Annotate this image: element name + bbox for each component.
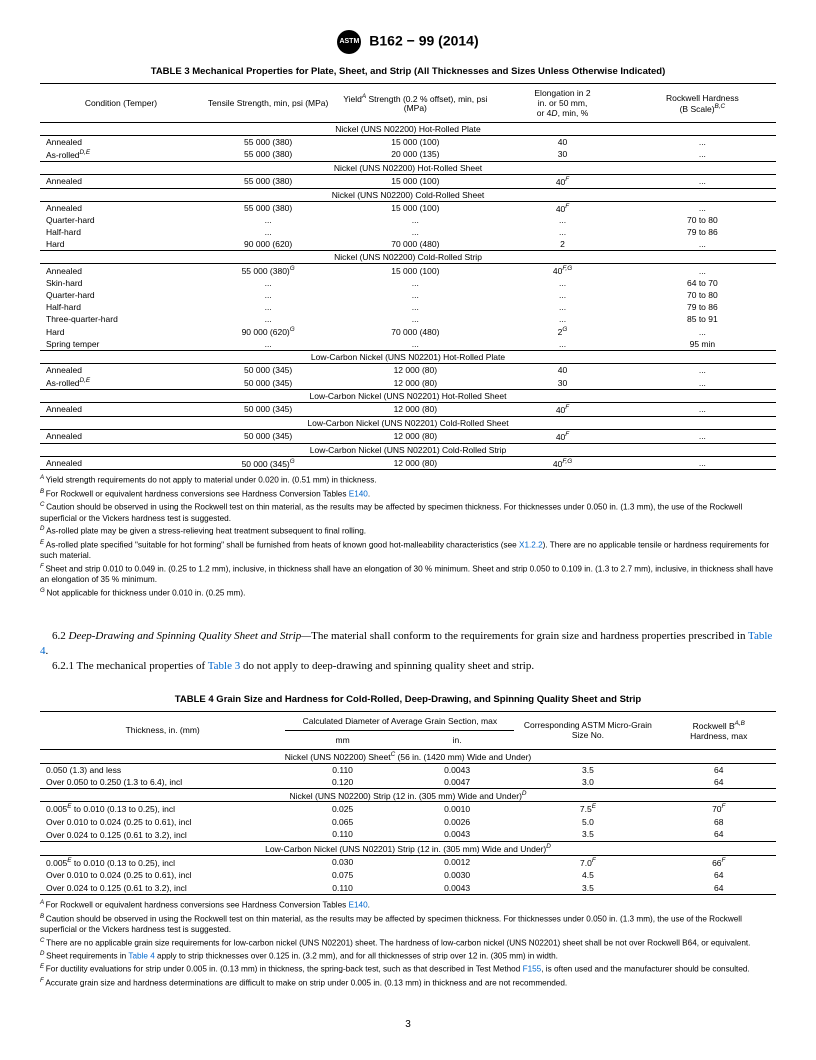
- table-row: Over 0.024 to 0.125 (0.61 to 3.2), incl0…: [40, 881, 776, 894]
- table-row: Annealed50 000 (345)12 000 (80)40F...: [40, 429, 776, 443]
- t4-col4: Rockwell BA,B Hardness, max: [662, 711, 777, 749]
- t4-col3: Corresponding ASTM Micro-Grain Size No.: [514, 711, 661, 749]
- table3: Condition (Temper) Tensile Strength, min…: [40, 83, 776, 470]
- table-row: 0.005E to 0.010 (0.13 to 0.25), incl0.02…: [40, 802, 776, 815]
- table-row: Annealed55 000 (380)15 000 (100)40F...: [40, 174, 776, 188]
- table-row: As-rolledD,E50 000 (345)12 000 (80)30...: [40, 376, 776, 389]
- t4-col2b: in.: [400, 730, 514, 749]
- t3-section-label: Nickel (UNS N02200) Cold-Rolled Sheet: [40, 188, 776, 201]
- table-row: Annealed55 000 (380)G15 000 (100)40F,G..…: [40, 264, 776, 277]
- table-row: Annealed55 000 (380)15 000 (100)40...: [40, 136, 776, 149]
- table-row: Over 0.010 to 0.024 (0.25 to 0.61), incl…: [40, 815, 776, 828]
- table-row: Half-hard.........79 to 86: [40, 226, 776, 238]
- table-row: Hard90 000 (620)G70 000 (480)2G...: [40, 325, 776, 338]
- table-row: Half-hard.........79 to 86: [40, 301, 776, 313]
- table-row: Annealed50 000 (345)G12 000 (80)40F,G...: [40, 456, 776, 470]
- t4-col1: Thickness, in. (mm): [40, 711, 285, 749]
- table-row: Annealed55 000 (380)15 000 (100)40F...: [40, 201, 776, 214]
- t3-section-label: Low-Carbon Nickel (UNS N02201) Cold-Roll…: [40, 443, 776, 456]
- t3-col5: Rockwell Hardness(B Scale)B,C: [629, 84, 776, 123]
- t4-section-label: Nickel (UNS N02200) SheetC (56 in. (1420…: [40, 749, 776, 763]
- t3-col4: Elongation in 2in. or 50 mm,or 4D, min, …: [496, 84, 628, 123]
- t3-col2: Tensile Strength, min, psi (MPa): [202, 84, 334, 123]
- table4-title: TABLE 4 Grain Size and Hardness for Cold…: [40, 694, 776, 705]
- t3-section-label: Nickel (UNS N02200) Cold-Rolled Strip: [40, 251, 776, 264]
- table3-title: TABLE 3 Mechanical Properties for Plate,…: [40, 66, 776, 77]
- t3-section-label: Nickel (UNS N02200) Hot-Rolled Sheet: [40, 161, 776, 174]
- t3-col3: YieldA Strength (0.2 % offset), min, psi…: [334, 84, 496, 123]
- t4-col2span: Calculated Diameter of Average Grain Sec…: [285, 711, 514, 730]
- table-row: Three-quarter-hard.........85 to 91: [40, 313, 776, 325]
- table-row: Annealed50 000 (345)12 000 (80)40F...: [40, 402, 776, 416]
- table-row: As-rolledD,E55 000 (380)20 000 (135)30..…: [40, 148, 776, 161]
- table-row: Quarter-hard.........70 to 80: [40, 214, 776, 226]
- t4-col2a: mm: [285, 730, 399, 749]
- t3-section-label: Low-Carbon Nickel (UNS N02201) Hot-Rolle…: [40, 351, 776, 364]
- doc-header: ASTM B162 − 99 (2014): [40, 30, 776, 54]
- t3-section-label: Nickel (UNS N02200) Hot-Rolled Plate: [40, 123, 776, 136]
- table-row: Over 0.050 to 0.250 (1.3 to 6.4), incl0.…: [40, 776, 776, 789]
- table3-footnotes: A Yield strength requirements do not app…: [40, 474, 776, 599]
- table4: Thickness, in. (mm) Calculated Diameter …: [40, 711, 776, 895]
- table-row: Over 0.024 to 0.125 (0.61 to 3.2), incl0…: [40, 828, 776, 841]
- body-text: 6.2 Deep-Drawing and Spinning Quality Sh…: [40, 629, 776, 674]
- table-row: 0.005E to 0.010 (0.13 to 0.25), incl0.03…: [40, 855, 776, 868]
- t4-section-label: Low-Carbon Nickel (UNS N02201) Strip (12…: [40, 841, 776, 855]
- t3-col1: Condition (Temper): [40, 84, 202, 123]
- table4-footnotes: A For Rockwell or equivalent hardness co…: [40, 899, 776, 989]
- table-row: Skin-hard.........64 to 70: [40, 277, 776, 289]
- designation: B162 − 99 (2014): [369, 33, 478, 49]
- t4-section-label: Nickel (UNS N02200) Strip (12 in. (305 m…: [40, 788, 776, 802]
- page-number: 3: [40, 1019, 776, 1030]
- table-row: Hard90 000 (620)70 000 (480)2...: [40, 238, 776, 251]
- t3-section-label: Low-Carbon Nickel (UNS N02201) Hot-Rolle…: [40, 389, 776, 402]
- table-row: Spring temper.........95 min: [40, 338, 776, 351]
- table-row: Over 0.010 to 0.024 (0.25 to 0.61), incl…: [40, 868, 776, 881]
- table-row: Annealed50 000 (345)12 000 (80)40...: [40, 364, 776, 377]
- table-row: 0.050 (1.3) and less0.1100.00433.564: [40, 763, 776, 776]
- table-row: Quarter-hard.........70 to 80: [40, 289, 776, 301]
- t3-section-label: Low-Carbon Nickel (UNS N02201) Cold-Roll…: [40, 416, 776, 429]
- astm-logo: ASTM: [337, 30, 361, 54]
